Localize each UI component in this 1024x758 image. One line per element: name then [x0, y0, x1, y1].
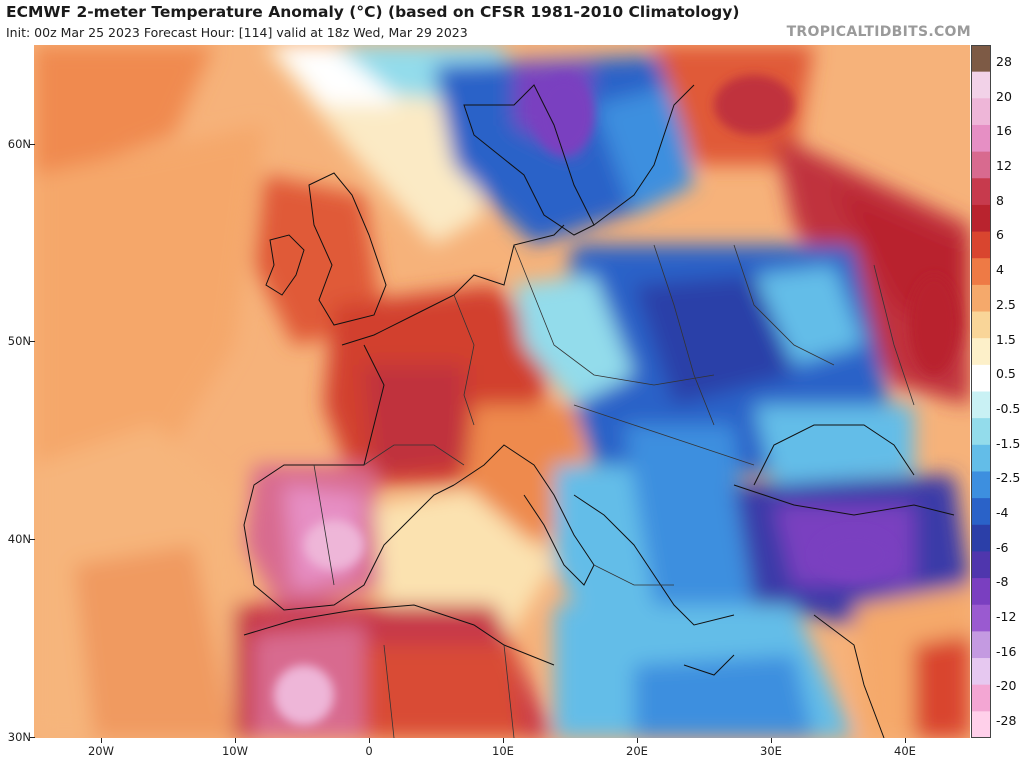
colorbar-label: -0.5 — [996, 400, 1021, 416]
lat-label-50n: 50N — [7, 334, 31, 348]
colorbar-label: -4 — [996, 504, 1009, 520]
lon-label-10e: 10E — [492, 744, 514, 758]
colorbar-label: -28 — [996, 713, 1017, 728]
lon-tick — [235, 738, 236, 743]
lon-label-0: 0 — [365, 744, 373, 758]
lon-label-10w: 10W — [221, 744, 249, 758]
colorbar-swatch — [971, 284, 991, 313]
lat-label-40n: 40N — [7, 532, 31, 546]
colorbar-swatch — [971, 524, 991, 553]
colorbar-label: 1.5 — [996, 331, 1016, 347]
colorbar-swatch — [971, 204, 991, 233]
colorbar-label: 16 — [996, 123, 1012, 139]
colorbar-swatch — [971, 231, 991, 259]
colorbar-swatch — [971, 631, 991, 659]
colorbar-swatch — [971, 418, 991, 446]
colorbar-swatch — [971, 311, 991, 339]
colorbar-swatch — [971, 45, 991, 73]
colorbar-swatch — [971, 578, 991, 606]
colorbar-swatch — [971, 604, 991, 632]
colorbar-swatch — [971, 98, 991, 126]
colorbar-label: -6 — [996, 539, 1009, 555]
lon-tick — [637, 738, 638, 743]
map-subtitle: Init: 00z Mar 25 2023 Forecast Hour: [11… — [6, 25, 468, 40]
colorbar-swatch — [971, 711, 991, 738]
lon-label-20e: 20E — [626, 744, 648, 758]
colorbar-frame — [971, 45, 991, 738]
lon-tick — [771, 738, 772, 743]
anomaly-detail — [274, 75, 959, 725]
colorbar-swatch — [971, 658, 991, 686]
colorbar-swatch — [971, 124, 991, 153]
colorbar-swatch — [971, 498, 991, 526]
colorbar-label: -8 — [996, 574, 1009, 590]
lon-tick — [369, 738, 370, 743]
map-title: ECMWF 2-meter Temperature Anomaly (°C) (… — [6, 3, 740, 21]
lon-label-20w: 20W — [87, 744, 115, 758]
colorbar-label: 20 — [996, 88, 1012, 104]
colorbar-label: 6 — [996, 227, 1004, 243]
colorbar-label: 4 — [996, 262, 1004, 278]
lat-label-30n: 30N — [7, 730, 31, 744]
colorbar-swatch — [971, 71, 991, 99]
colorbar-swatch — [971, 684, 991, 712]
lat-tick — [30, 341, 35, 342]
lon-label-30e: 30E — [760, 744, 782, 758]
colorbar-swatch — [971, 258, 991, 286]
site-brand: TROPICALTIDBITS.COM — [786, 24, 971, 40]
borders — [313, 244, 915, 738]
colorbar-swatch — [971, 151, 991, 179]
colorbar-label: 2.5 — [996, 296, 1016, 312]
lat-tick — [30, 144, 35, 145]
colorbar-label: 28 — [996, 54, 1012, 69]
colorbar-swatch — [971, 338, 991, 366]
colorbar-label: -16 — [996, 643, 1017, 659]
colorbar-swatch — [971, 364, 991, 393]
lon-label-40e: 40E — [894, 744, 916, 758]
colorbar-label: 12 — [996, 158, 1012, 174]
colorbar-label: -2.5 — [996, 470, 1021, 486]
lon-tick — [503, 738, 504, 743]
colorbar-label: -1.5 — [996, 435, 1021, 451]
colorbar-label: -20 — [996, 678, 1017, 694]
colorbar-swatch — [971, 444, 991, 473]
lat-tick — [30, 737, 35, 738]
anomaly-map — [34, 45, 970, 738]
colorbar — [971, 45, 991, 738]
colorbar-label: 0.5 — [996, 366, 1016, 382]
lat-label-60n: 60N — [7, 137, 31, 151]
lat-tick — [30, 539, 35, 540]
anomaly-field — [34, 45, 970, 738]
colorbar-label: -12 — [996, 608, 1017, 624]
colorbar-swatch — [971, 391, 991, 419]
colorbar-swatch — [971, 178, 991, 206]
anomaly-map-svg — [34, 45, 970, 738]
colorbar-swatch — [971, 551, 991, 579]
colorbar-label: 8 — [996, 192, 1004, 208]
lon-tick — [101, 738, 102, 743]
lon-tick — [905, 738, 906, 743]
coastlines — [243, 84, 955, 738]
colorbar-swatch — [971, 471, 991, 499]
